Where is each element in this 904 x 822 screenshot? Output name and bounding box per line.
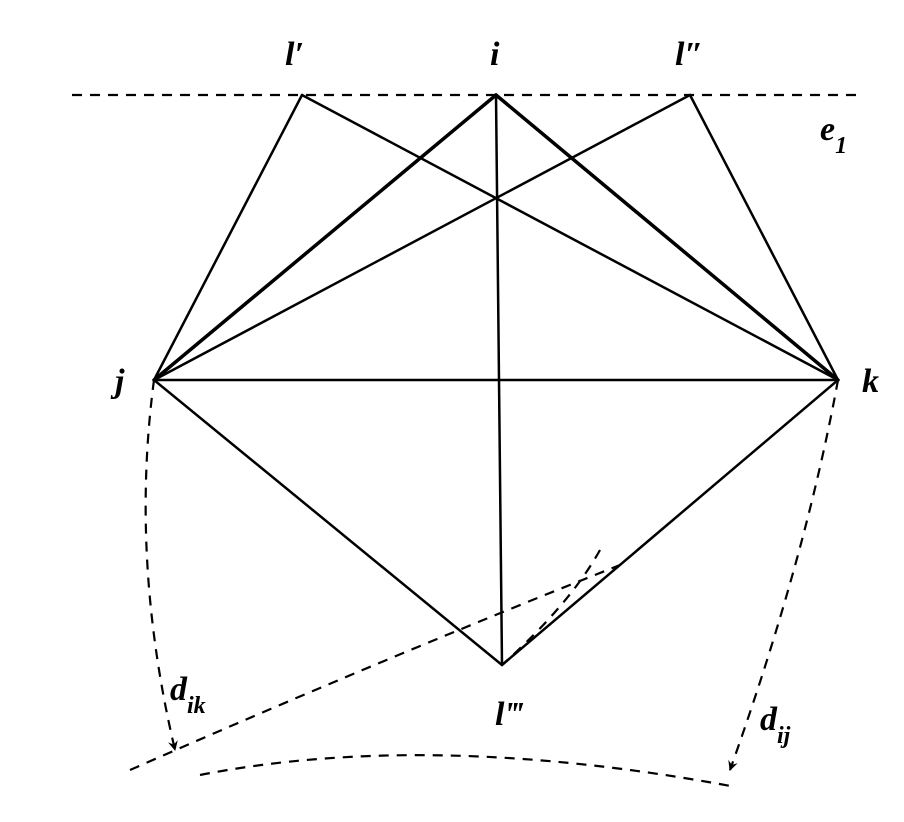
geometric-diagram: l′ i l″ j k l‴ e1 dik dij [0,0,904,822]
edge-j-lprime [154,95,302,380]
edge-k-ldprime [690,95,838,380]
arc-dij-radius [730,380,838,770]
label-ltprime: l‴ [495,696,523,733]
edge-k-lprime [302,95,838,380]
label-e1: e1 [820,111,847,159]
label-dij: dij [760,701,791,749]
edge-j-ltprime [154,380,502,665]
label-ldprime: l″ [675,36,703,73]
label-i: i [490,36,500,73]
edge-k-ltprime [502,380,838,665]
edge-bold-k-i [496,95,838,380]
arc-dik-arc [130,565,620,770]
label-k: k [862,363,879,400]
arc-dij-arc [200,755,736,787]
label-lprime: l′ [285,36,304,73]
edge-bold-j-i [154,95,496,380]
label-j: j [110,363,125,400]
edge-j-ldprime [154,95,690,380]
label-dik: dik [170,671,206,719]
